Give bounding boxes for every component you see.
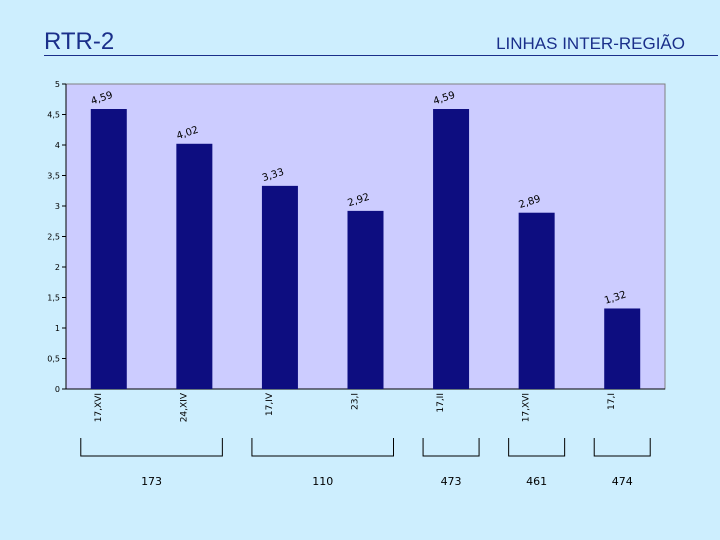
- x-tick-label: 17,XVI: [94, 393, 104, 422]
- bar: [347, 210, 384, 389]
- y-tick-label: 2,5: [47, 233, 60, 242]
- x-tick-label: 23,I: [351, 393, 361, 410]
- group-bracket: [593, 438, 651, 457]
- bar: [433, 109, 470, 389]
- group-bracket: [508, 438, 566, 457]
- bar: [518, 212, 555, 389]
- bar: [90, 109, 127, 389]
- bar: [604, 308, 641, 389]
- x-tick-label: 17,II: [436, 393, 446, 413]
- group-label: 474: [612, 475, 633, 488]
- group-bracket: [80, 438, 223, 457]
- group-label: 110: [312, 475, 333, 488]
- y-tick-label: 1,5: [47, 294, 60, 303]
- bar: [176, 143, 213, 389]
- title-underline: [44, 55, 718, 56]
- bar: [261, 185, 298, 389]
- y-tick-label: 3,5: [47, 172, 60, 181]
- group-bracket: [251, 438, 394, 457]
- y-tick-label: 0,5: [47, 355, 60, 364]
- slide-title: RTR-2: [44, 28, 115, 55]
- x-tick-label: 17,I: [607, 393, 617, 410]
- x-tick-label: 17,XVI: [522, 393, 532, 422]
- y-tick-label: 5: [55, 80, 60, 89]
- group-label: 473: [441, 475, 462, 488]
- y-tick-label: 4: [55, 141, 60, 150]
- y-tick-label: 0: [55, 385, 60, 394]
- x-tick-label: 24,XIV: [179, 392, 189, 422]
- x-tick-label: 17,IV: [265, 392, 275, 416]
- group-label: 461: [526, 475, 547, 488]
- y-tick-label: 2: [55, 263, 60, 272]
- group-bracket: [422, 438, 480, 457]
- y-tick-label: 1: [55, 324, 60, 333]
- y-tick-label: 4,5: [47, 111, 60, 120]
- slide-subtitle: LINHAS INTER-REGIÃO: [496, 34, 685, 53]
- group-label: 173: [141, 475, 162, 488]
- y-tick-label: 3: [55, 202, 60, 211]
